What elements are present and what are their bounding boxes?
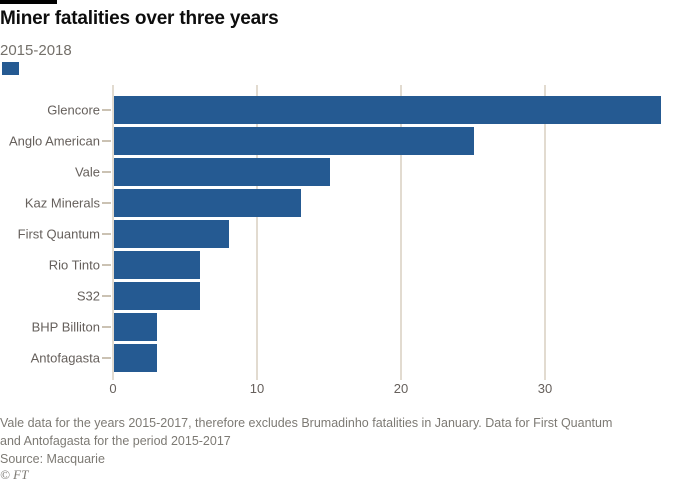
bar-row: First Quantum	[0, 218, 675, 249]
x-tick-label-20: 20	[393, 381, 409, 396]
ft-credit: © FT	[0, 467, 29, 482]
category-tick	[102, 325, 111, 328]
bar-bhp-billiton	[114, 312, 158, 341]
bar-vale	[114, 157, 330, 186]
gridline-20	[400, 85, 402, 380]
footnote: Vale data for the years 2015-2017, there…	[0, 414, 612, 450]
bar-row: Vale	[0, 156, 675, 187]
category-tick	[102, 201, 111, 204]
category-label: Kaz Minerals	[24, 195, 100, 210]
bar-s32	[114, 281, 201, 310]
category-label: BHP Billiton	[31, 319, 100, 334]
category-label: S32	[76, 288, 100, 303]
x-tick-label-0: 0	[109, 381, 117, 396]
bar-kaz-minerals	[114, 188, 302, 217]
x-axis-tick-labels: 0 10 20 30	[0, 381, 675, 397]
category-tick	[102, 108, 111, 111]
category-label: Glencore	[47, 102, 100, 117]
bar-antofagasta	[114, 343, 158, 372]
category-tick	[102, 356, 111, 359]
category-label: Antofagasta	[30, 350, 100, 365]
footnote-line: and Antofagasta for the period 2015-2017	[0, 434, 231, 448]
bar-row: S32	[0, 280, 675, 311]
plot-rows: Glencore Anglo American Vale Kaz Minerals Fi…	[0, 94, 675, 373]
x-tick-label-30: 30	[537, 381, 553, 396]
category-tick	[102, 232, 111, 235]
source-line: Source: Macquarie	[0, 452, 105, 466]
bar-row: Kaz Minerals	[0, 187, 675, 218]
plot-area: Glencore Anglo American Vale Kaz Minerals Fi…	[0, 85, 675, 380]
top-rule	[0, 0, 57, 4]
gridline-0	[112, 85, 114, 380]
bar-rio-tinto	[114, 250, 201, 279]
category-label: Vale	[74, 164, 100, 179]
category-tick	[102, 263, 111, 266]
footnote-line: Vale data for the years 2015-2017, there…	[0, 416, 613, 430]
bar-row: BHP Billiton	[0, 311, 675, 342]
chart-subtitle: 2015-2018	[0, 42, 72, 59]
category-label: First Quantum	[17, 226, 100, 241]
category-label: Rio Tinto	[48, 257, 100, 272]
gridline-10	[256, 85, 258, 380]
bar-row: Glencore	[0, 94, 675, 125]
bar-anglo-american	[114, 126, 474, 155]
category-tick	[102, 294, 111, 297]
category-tick	[102, 170, 111, 173]
category-tick	[102, 139, 111, 142]
bar-glencore	[114, 95, 662, 124]
category-label: Anglo American	[8, 133, 100, 148]
gridline-30	[544, 85, 546, 380]
bar-row: Rio Tinto	[0, 249, 675, 280]
bar-row: Anglo American	[0, 125, 675, 156]
bar-row: Antofagasta	[0, 342, 675, 373]
bar-first-quantum	[114, 219, 230, 248]
chart-title: Miner fatalities over three years	[0, 8, 279, 29]
legend-swatch	[2, 62, 19, 75]
x-tick-label-10: 10	[249, 381, 265, 396]
